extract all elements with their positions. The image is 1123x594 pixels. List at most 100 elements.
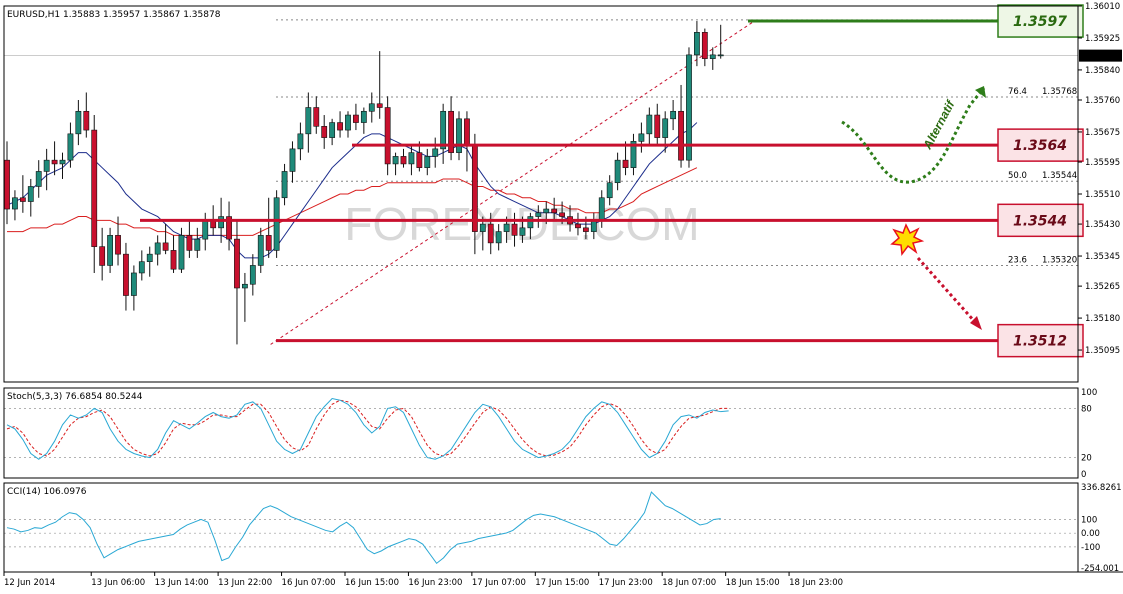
cci-panel[interactable] xyxy=(4,491,1078,565)
x-tick-label: 18 Jun 15:00 xyxy=(726,578,780,588)
candle-body[interactable] xyxy=(551,208,558,214)
candle-body[interactable] xyxy=(392,156,399,165)
candle-body[interactable] xyxy=(99,246,106,266)
candle-body[interactable] xyxy=(622,159,629,168)
candle-body[interactable] xyxy=(479,223,486,232)
candle-body[interactable] xyxy=(495,231,502,244)
candle-body[interactable] xyxy=(313,107,320,127)
candle-body[interactable] xyxy=(242,283,248,289)
cci-tick-label: 0.00 xyxy=(1081,529,1100,539)
candle-body[interactable] xyxy=(686,54,692,161)
candle-body[interactable] xyxy=(19,197,26,202)
candle-body[interactable] xyxy=(670,110,677,120)
candle-body[interactable] xyxy=(83,110,90,131)
level-box-1.3597[interactable] xyxy=(997,4,1084,38)
candle-body[interactable] xyxy=(638,133,645,142)
candle-body[interactable] xyxy=(130,272,137,296)
candle-body[interactable] xyxy=(329,122,336,138)
candle-body[interactable] xyxy=(154,242,161,255)
candle-body[interactable] xyxy=(43,159,50,172)
candle-body[interactable] xyxy=(709,54,716,59)
candle-body[interactable] xyxy=(408,152,415,165)
candle-body[interactable] xyxy=(384,107,391,165)
candle-body[interactable] xyxy=(678,110,684,161)
candle-body[interactable] xyxy=(234,238,240,289)
candle-body[interactable] xyxy=(218,216,225,229)
candle-body[interactable] xyxy=(257,235,264,266)
candle-body[interactable] xyxy=(91,129,98,247)
main-price-panel[interactable]: 76.4 1.35768 50.0 1.35544 23.6 1.35320 1.3597 1… xyxy=(4,4,1084,358)
candle-body[interactable] xyxy=(630,141,637,168)
candle-body[interactable] xyxy=(511,223,518,236)
candle-body[interactable] xyxy=(701,32,708,59)
candle-body[interactable] xyxy=(123,253,129,296)
candle-body[interactable] xyxy=(487,223,494,244)
stochastic-panel[interactable] xyxy=(4,398,1078,460)
candle-body[interactable] xyxy=(75,110,82,135)
candle-body[interactable] xyxy=(360,110,367,123)
candle-body[interactable] xyxy=(503,223,510,232)
candle-body[interactable] xyxy=(598,197,605,221)
candle-body[interactable] xyxy=(289,148,296,172)
candle-body[interactable] xyxy=(51,159,58,165)
candle-body[interactable] xyxy=(115,235,121,255)
candle-body[interactable] xyxy=(226,216,232,240)
candle-body[interactable] xyxy=(606,182,613,199)
candle-body[interactable] xyxy=(368,103,375,112)
candle-body[interactable] xyxy=(376,103,383,108)
candle-body[interactable] xyxy=(12,197,18,210)
cci-tick-label: -254.001 xyxy=(1081,564,1119,574)
candle-body[interactable] xyxy=(249,265,256,285)
candle-body[interactable] xyxy=(297,133,304,150)
candle-body[interactable] xyxy=(305,107,312,135)
candle-body[interactable] xyxy=(646,114,653,135)
candle-body[interactable] xyxy=(400,156,407,165)
level-box-1.3564[interactable] xyxy=(997,128,1084,162)
candle-body[interactable] xyxy=(178,235,185,270)
candle-body[interactable] xyxy=(416,152,423,168)
candle-body[interactable] xyxy=(4,159,10,210)
candle-body[interactable] xyxy=(67,133,74,161)
candle-body[interactable] xyxy=(424,156,431,168)
candle-body[interactable] xyxy=(471,144,478,232)
candle-body[interactable] xyxy=(519,227,526,236)
candle-body[interactable] xyxy=(582,227,589,232)
candle-body[interactable] xyxy=(575,223,581,229)
candle-body[interactable] xyxy=(654,114,661,138)
candle-body[interactable] xyxy=(35,171,42,187)
candle-body[interactable] xyxy=(464,118,470,146)
candle-body[interactable] xyxy=(27,186,34,202)
candle-body[interactable] xyxy=(202,220,209,240)
candle-body[interactable] xyxy=(432,148,439,157)
candle-body[interactable] xyxy=(717,54,724,57)
candle-body[interactable] xyxy=(614,159,621,184)
candle-body[interactable] xyxy=(694,32,700,56)
candle-body[interactable] xyxy=(162,242,169,251)
candle-body[interactable] xyxy=(265,235,272,251)
candle-body[interactable] xyxy=(194,238,201,251)
candle-body[interactable] xyxy=(107,235,113,266)
candle-body[interactable] xyxy=(345,114,351,131)
candle-body[interactable] xyxy=(59,159,66,165)
candle-body[interactable] xyxy=(273,197,280,251)
candle-body[interactable] xyxy=(535,212,542,217)
candle-body[interactable] xyxy=(353,114,359,123)
candle-body[interactable] xyxy=(440,110,447,150)
candle-body[interactable] xyxy=(543,208,550,214)
candle-body[interactable] xyxy=(559,212,565,217)
candle-body[interactable] xyxy=(448,110,454,153)
candle-body[interactable] xyxy=(662,118,669,138)
candle-body[interactable] xyxy=(170,250,177,270)
candle-body[interactable] xyxy=(590,220,597,232)
candle-body[interactable] xyxy=(321,126,328,138)
candle-body[interactable] xyxy=(527,216,534,229)
candle-body[interactable] xyxy=(146,253,153,262)
candle-body[interactable] xyxy=(337,122,343,131)
level-box-1.3512[interactable] xyxy=(997,323,1084,358)
candle-body[interactable] xyxy=(138,261,145,274)
level-box-1.3544[interactable] xyxy=(997,203,1084,238)
level-label-1.3564: 1.3564 xyxy=(1013,138,1067,154)
candle-body[interactable] xyxy=(281,171,288,199)
candle-body[interactable] xyxy=(186,235,193,251)
candle-body[interactable] xyxy=(456,118,462,153)
